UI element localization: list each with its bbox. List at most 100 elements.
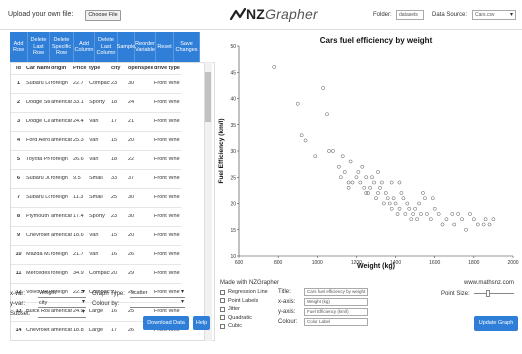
column-header[interactable]: Car Name bbox=[26, 65, 50, 71]
table-cell[interactable]: 33 bbox=[111, 176, 118, 182]
table-cell[interactable]: 18.6 bbox=[73, 233, 84, 239]
table-cell[interactable]: foreign bbox=[51, 195, 68, 201]
toolbar-button-delete-last-row[interactable]: Delete Last Row bbox=[28, 32, 50, 62]
checkbox[interactable] bbox=[220, 289, 225, 295]
table-cell[interactable]: foreign bbox=[51, 157, 68, 163]
y-axis-input[interactable]: Fuel Efficiency (km/l) bbox=[304, 308, 368, 316]
option-jitter[interactable]: Jitter bbox=[220, 305, 272, 314]
table-cell[interactable]: 7 bbox=[16, 195, 21, 201]
toolbar-button-add-column[interactable]: Add Column bbox=[74, 32, 95, 62]
option-cubic[interactable]: Cubic bbox=[220, 322, 272, 331]
table-row[interactable]: 8 Plymouth Laseramerican17.4 Sporty 23 30 Fro… bbox=[11, 208, 181, 227]
table-row[interactable]: 5 Toyota Previaforeign 26.6 Van 18 22 Front Wh… bbox=[11, 151, 181, 170]
table-cell[interactable]: Compact bbox=[89, 290, 110, 296]
table-cell[interactable]: 21.7 bbox=[73, 252, 84, 258]
checkbox[interactable] bbox=[220, 315, 225, 321]
table-cell[interactable]: 34.9 bbox=[73, 271, 84, 277]
subset-select[interactable] bbox=[38, 308, 86, 318]
table-cell[interactable]: 17.4 bbox=[73, 214, 84, 220]
table-row[interactable]: 2 Dodge Stealthamerican33.1 Sporty 18 24 Fron… bbox=[11, 94, 181, 113]
graph-type-select[interactable]: scatter bbox=[130, 288, 185, 298]
column-header[interactable]: id bbox=[16, 65, 21, 71]
table-cell[interactable]: Large bbox=[89, 328, 104, 334]
table-row[interactable]: 6 Subaru Justyforeign 9.5 Small 33 37 Front Wh… bbox=[11, 170, 181, 189]
table-cell[interactable]: 15 bbox=[111, 138, 118, 144]
table-cell[interactable]: Front Whe bbox=[154, 157, 180, 163]
table-row[interactable]: 4 Ford Aerostaramerican25.3 Van 15 20 Front W… bbox=[11, 132, 181, 151]
checkbox[interactable] bbox=[220, 298, 225, 304]
checkbox[interactable] bbox=[220, 323, 225, 329]
y-var-select[interactable]: city bbox=[38, 298, 86, 308]
table-cell[interactable]: Van bbox=[89, 157, 99, 163]
table-cell[interactable]: 20 bbox=[128, 233, 135, 239]
data-source-select[interactable]: Cars.csv bbox=[472, 10, 516, 20]
folder-select[interactable]: datasets bbox=[396, 10, 424, 20]
table-row[interactable]: 14 Chevrolet Capriceamerican18.8 Large 17 26… bbox=[11, 322, 181, 340]
table-cell[interactable]: Large bbox=[89, 309, 104, 315]
point-size-slider[interactable] bbox=[474, 293, 514, 294]
table-cell[interactable]: 26 bbox=[128, 252, 135, 258]
table-row[interactable]: 11 Mercedes-Benz 190Eforeign 34.9 Compact20… bbox=[11, 265, 181, 284]
choose-file-button[interactable]: Choose File bbox=[85, 10, 121, 21]
table-cell[interactable]: 18.8 bbox=[73, 328, 84, 334]
table-cell[interactable]: 18 bbox=[111, 157, 118, 163]
table-cell[interactable]: Ford Aerostar bbox=[26, 138, 50, 144]
table-cell[interactable]: 37 bbox=[128, 176, 135, 182]
toolbar-button-reset[interactable]: Reset bbox=[156, 32, 174, 62]
table-cell[interactable]: 29 bbox=[128, 271, 135, 277]
toolbar-button-sample[interactable]: Sample bbox=[117, 32, 135, 62]
table-cell[interactable]: 13 bbox=[15, 309, 22, 315]
table-cell[interactable]: Compact bbox=[89, 81, 110, 87]
table-cell[interactable]: Front Whe bbox=[154, 252, 180, 258]
table-cell[interactable]: 16 bbox=[111, 252, 118, 258]
table-cell[interactable]: Front Whe bbox=[154, 233, 180, 239]
table-cell[interactable]: 11.3 bbox=[73, 195, 84, 201]
table-cell[interactable]: 6 bbox=[16, 176, 21, 182]
table-cell[interactable]: 25 bbox=[111, 195, 118, 201]
table-scrollbar[interactable] bbox=[204, 62, 212, 341]
table-cell[interactable]: 17 bbox=[111, 328, 118, 334]
option-quadratic[interactable]: Quadratic bbox=[220, 314, 272, 323]
update-graph-button[interactable]: Update Graph bbox=[474, 316, 518, 331]
toolbar-button-delete-last-column[interactable]: Delete Last Column bbox=[95, 32, 118, 62]
toolbar-button-reorder-variable[interactable]: Reorder Variable bbox=[135, 32, 156, 62]
title-input[interactable]: Cars fuel efficiency by weight bbox=[304, 288, 368, 296]
table-cell[interactable]: Front Whe bbox=[154, 195, 180, 201]
table-cell[interactable]: 22 bbox=[128, 157, 135, 163]
table-cell[interactable]: Chevrolet Astro bbox=[26, 233, 50, 239]
table-cell[interactable]: Mercedes-Benz 190E bbox=[26, 271, 50, 277]
table-cell[interactable]: Van bbox=[89, 138, 99, 144]
download-data-button[interactable]: Download Data bbox=[143, 316, 189, 330]
table-cell[interactable]: Front Whe bbox=[154, 138, 180, 144]
table-cell[interactable]: 9 bbox=[16, 233, 21, 239]
x-var-select[interactable]: Weight bbox=[38, 288, 86, 298]
table-cell[interactable]: Front Whe bbox=[154, 309, 180, 315]
table-cell[interactable]: Chevrolet Caprice bbox=[26, 328, 50, 334]
table-cell[interactable]: Van bbox=[89, 252, 99, 258]
checkbox[interactable] bbox=[220, 306, 225, 312]
x-axis-input[interactable]: Weight (kg) bbox=[304, 298, 368, 306]
table-cell[interactable]: 22.7 bbox=[73, 81, 84, 87]
table-cell[interactable]: Sporty bbox=[89, 100, 105, 106]
table-cell[interactable]: Front Whe bbox=[154, 119, 180, 125]
table-cell[interactable]: 26 bbox=[128, 328, 135, 334]
table-cell[interactable]: 11 bbox=[15, 271, 22, 277]
table-cell[interactable]: 23 bbox=[111, 214, 118, 220]
table-cell[interactable]: Van bbox=[89, 233, 99, 239]
table-row[interactable]: 7 Subaru Loyaleforeign 11.3 Small 25 30 Front … bbox=[11, 189, 181, 208]
table-cell[interactable]: american bbox=[51, 328, 72, 334]
table-cell[interactable]: american bbox=[51, 233, 72, 239]
table-row[interactable]: 9 Chevrolet Astroamerican18.6 Van 15 20 Front… bbox=[11, 227, 181, 246]
table-cell[interactable]: 10 bbox=[15, 252, 22, 258]
table-cell[interactable]: 20 bbox=[111, 271, 118, 277]
table-cell[interactable]: 21 bbox=[111, 290, 118, 296]
table-cell[interactable]: Plymouth Laser bbox=[26, 214, 50, 220]
colour-input[interactable]: Color Label bbox=[304, 318, 368, 326]
table-cell[interactable]: Sporty bbox=[89, 214, 105, 220]
table-cell[interactable]: 30 bbox=[128, 195, 135, 201]
table-cell[interactable]: 24 bbox=[128, 100, 135, 106]
toolbar-button-add-row[interactable]: Add Row bbox=[10, 32, 28, 62]
table-cell[interactable]: Front Whe bbox=[154, 328, 180, 334]
column-header[interactable]: Price bbox=[73, 65, 87, 71]
